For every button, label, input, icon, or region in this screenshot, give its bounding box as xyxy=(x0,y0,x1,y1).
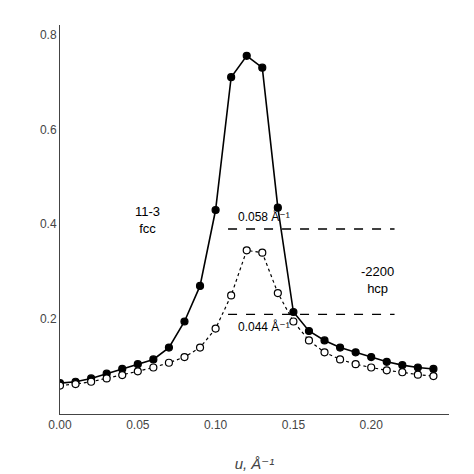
svg-text:0.6: 0.6 xyxy=(40,123,57,137)
svg-text:0.058 Å⁻¹: 0.058 Å⁻¹ xyxy=(238,209,290,224)
svg-text:0.2: 0.2 xyxy=(40,312,57,326)
svg-text:u, Å⁻¹: u, Å⁻¹ xyxy=(235,455,275,472)
svg-text:0.4: 0.4 xyxy=(40,217,57,231)
svg-text:0.8: 0.8 xyxy=(40,28,57,42)
svg-text:-2200hcp: -2200hcp xyxy=(361,264,394,296)
svg-text:0.15: 0.15 xyxy=(282,418,306,432)
svg-text:0.05: 0.05 xyxy=(126,418,150,432)
svg-text:0.044 Å⁻¹: 0.044 Å⁻¹ xyxy=(238,319,290,334)
svg-text:0.10: 0.10 xyxy=(204,418,228,432)
svg-text:0.20: 0.20 xyxy=(360,418,384,432)
svg-text:0.00: 0.00 xyxy=(48,418,72,432)
svg-text:11-3fcc: 11-3fcc xyxy=(135,204,160,236)
